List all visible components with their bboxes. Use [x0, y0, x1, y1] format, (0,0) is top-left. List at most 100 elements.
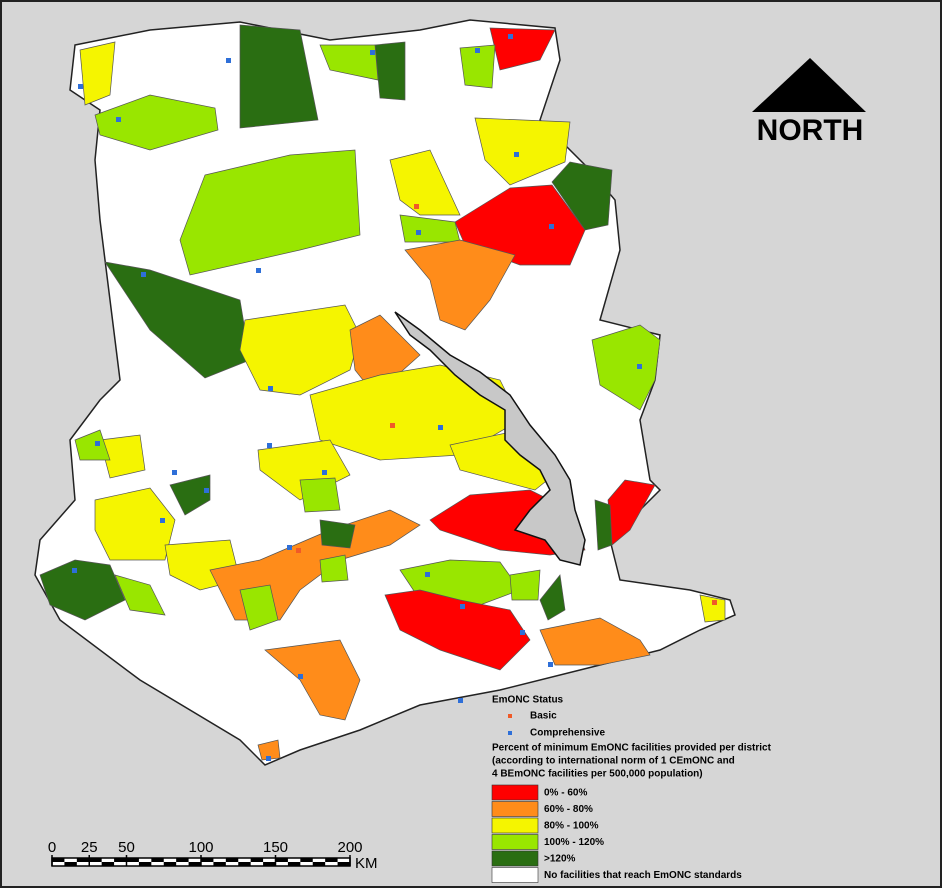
- facility-marker: [460, 604, 465, 609]
- scale-bar-label: 25: [81, 839, 98, 856]
- legend-percent-title: 4 BEmONC facilities per 500,000 populati…: [492, 769, 703, 780]
- facility-marker: [78, 84, 83, 89]
- facility-marker: [172, 470, 177, 475]
- district: [539, 617, 651, 666]
- district: [591, 324, 661, 411]
- scale-bar-segment: [138, 862, 152, 866]
- district: [94, 94, 219, 151]
- district: [264, 639, 361, 721]
- facility-marker: [160, 518, 165, 523]
- facility-marker: [256, 268, 261, 273]
- facility-marker: [298, 674, 303, 679]
- legend-status-label: Basic: [530, 711, 557, 722]
- legend-class-label: >120%: [544, 854, 576, 865]
- district: [74, 429, 111, 461]
- legend-percent-title: Percent of minimum EmONC facilities prov…: [492, 743, 772, 754]
- legend-class-label: No facilities that reach EmONC standards: [544, 870, 742, 881]
- legend-class-swatch: [491, 801, 539, 817]
- district: [459, 44, 496, 89]
- scale-bar-segment: [114, 858, 127, 862]
- district: [319, 519, 356, 549]
- facility-marker: [322, 470, 327, 475]
- legend-status-swatch: [508, 714, 512, 718]
- scale-bar-segment: [312, 862, 326, 866]
- scale-bar-segment: [101, 862, 115, 866]
- districts: [39, 24, 726, 761]
- scale-bar-segment: [64, 862, 77, 866]
- scale-bar-segment: [225, 858, 239, 862]
- facility-marker: [475, 48, 480, 53]
- facility-marker: [287, 545, 292, 550]
- scale-bar-segment: [250, 858, 264, 862]
- facility-marker: [438, 425, 443, 430]
- district: [474, 117, 571, 186]
- facility-marker: [141, 272, 146, 277]
- facility-marker: [116, 117, 121, 122]
- facility-marker: [226, 58, 231, 63]
- district: [594, 499, 613, 551]
- district: [389, 149, 461, 216]
- facility-marker: [390, 423, 395, 428]
- north-label: NORTH: [757, 114, 864, 147]
- scale-bar-segment: [126, 858, 139, 862]
- district: [299, 477, 341, 513]
- north-arrow-triangle: [752, 58, 866, 112]
- facility-marker: [266, 756, 271, 761]
- facility-marker: [414, 204, 419, 209]
- scale-bar-segment: [275, 858, 288, 862]
- scale-bar-label: 150: [263, 839, 288, 856]
- district: [384, 589, 531, 671]
- district: [239, 24, 319, 129]
- district: [374, 41, 406, 101]
- facility-marker: [370, 50, 375, 55]
- legend-class-label: 0% - 60%: [544, 788, 587, 799]
- scale-bar-segment: [188, 862, 201, 866]
- legend-status-swatch: [508, 731, 512, 735]
- district: [699, 594, 726, 623]
- legend-status-label: Comprehensive: [530, 728, 605, 739]
- legend-class-label: 100% - 120%: [544, 837, 604, 848]
- district: [179, 149, 361, 276]
- district: [539, 574, 566, 621]
- district: [319, 554, 349, 583]
- facility-marker: [548, 662, 553, 667]
- district: [39, 559, 126, 621]
- scale-bar-segment: [325, 858, 338, 862]
- facility-marker: [508, 34, 513, 39]
- facility-marker: [520, 630, 525, 635]
- legend-class-swatch: [491, 834, 539, 850]
- scale-bar-label: 0: [48, 839, 56, 856]
- district: [79, 41, 116, 106]
- facility-marker: [416, 230, 421, 235]
- district: [99, 434, 146, 479]
- facility-marker: [637, 364, 642, 369]
- scale-bar-label: 100: [188, 839, 213, 856]
- facility-marker: [549, 224, 554, 229]
- facility-marker: [267, 443, 272, 448]
- legend-class-swatch: [491, 850, 539, 867]
- scale-bar-segment: [89, 858, 102, 862]
- scale-bar-segment: [151, 858, 164, 862]
- legend-class-label: 80% - 100%: [544, 821, 599, 832]
- scale-bar-segment: [238, 862, 251, 866]
- scale-bar-segment: [263, 862, 276, 866]
- facility-marker: [268, 386, 273, 391]
- scale-bar-segment: [213, 862, 226, 866]
- scale-bar-segment: [300, 858, 313, 862]
- facility-marker: [712, 600, 717, 605]
- district: [319, 44, 379, 81]
- facility-markers: [72, 34, 717, 761]
- legend-class-swatch: [491, 867, 539, 883]
- facility-marker: [458, 698, 463, 703]
- facility-marker: [514, 152, 519, 157]
- district: [94, 487, 176, 561]
- legend-percent-title: (according to international norm of 1 CE…: [492, 756, 735, 767]
- scale-bar-segment: [287, 862, 301, 866]
- legend-status-title: EmONC Status: [492, 695, 564, 706]
- district: [489, 27, 556, 71]
- facility-marker: [204, 488, 209, 493]
- scale-bar-label: 50: [118, 839, 135, 856]
- scale-bar-segment: [52, 858, 65, 862]
